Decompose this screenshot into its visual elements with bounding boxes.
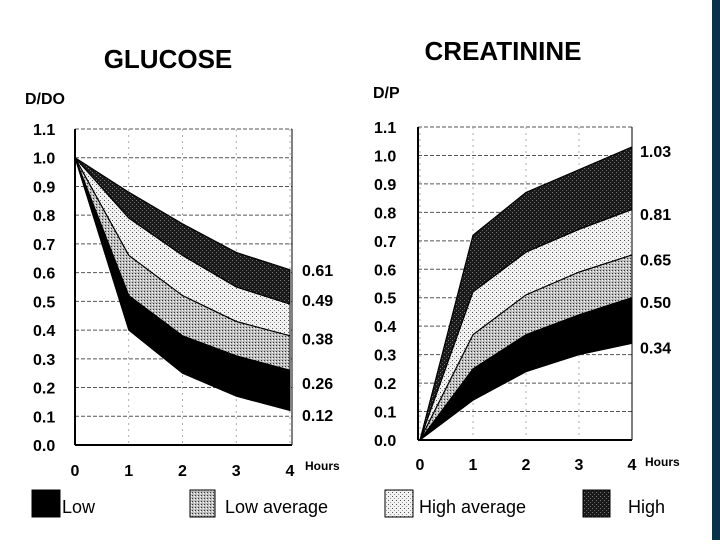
- creatinine-ytick-label: 0.9: [374, 177, 396, 194]
- glucose-ytick-label: 0.0: [33, 438, 55, 455]
- glucose-end-label: 0.49: [302, 293, 333, 310]
- glucose-xtick-label: 1: [124, 463, 133, 480]
- creatinine-ytick-label: 0.4: [374, 319, 396, 336]
- creatinine-boundary-line: [419, 209, 633, 441]
- creatinine-xtick-label: 3: [575, 457, 584, 474]
- legend-label-low-average: Low average: [225, 497, 328, 517]
- legend-swatch-high: [582, 489, 611, 518]
- creatinine-xtick-label: 2: [522, 457, 531, 474]
- creatinine-end-label: 0.34: [640, 341, 671, 358]
- legend-label-low: Low: [62, 497, 96, 517]
- creatinine-end-label: 0.50: [640, 295, 671, 312]
- glucose-title: GLUCOSE: [104, 44, 233, 74]
- glucose-boundary-line: [74, 157, 291, 371]
- glucose-ytick-label: 0.5: [33, 294, 55, 311]
- glucose-ytick-label: 0.2: [33, 381, 55, 398]
- creatinine-ytick-label: 0.6: [374, 262, 396, 279]
- creatinine-panel: CREATININE D/P 1.1 1.0 0.9 0.8 0.7 0.6 0.5 0.4 0.3…: [373, 36, 680, 474]
- creatinine-ytick-label: 1.1: [374, 120, 396, 137]
- creatinine-end-label: 0.81: [640, 207, 671, 224]
- legend-swatch-high-average: [384, 489, 414, 518]
- glucose-ytick-label: 0.3: [33, 352, 55, 369]
- glucose-end-label: 0.61: [302, 263, 333, 280]
- creatinine-ytick-label: 0.7: [374, 234, 396, 251]
- creatinine-end-label: 0.65: [640, 252, 671, 269]
- creatinine-ytick-label: 0.8: [374, 205, 396, 222]
- glucose-ytick-label: 0.7: [33, 237, 55, 254]
- creatinine-boundary-line: [419, 254, 633, 441]
- creatinine-xtick-label: 0: [416, 457, 425, 474]
- legend-swatch-low-average: [189, 489, 216, 518]
- glucose-ytick-label: 1.1: [33, 122, 55, 139]
- legend-swatch-low: [31, 489, 61, 518]
- creatinine-ylabel: D/P: [373, 85, 400, 102]
- legend-label-high-average: High average: [419, 497, 526, 517]
- creatinine-xtick-label: 4: [628, 457, 637, 474]
- creatinine-ytick-label: 1.0: [374, 148, 396, 165]
- glucose-end-label: 0.12: [302, 408, 333, 425]
- creatinine-ytick-label: 0.2: [374, 376, 396, 393]
- glucose-panel: GLUCOSE D/DO 1.1 1.0 0.9 0.8 0.7 0.6 0.5 0.4 0.3 0.…: [25, 44, 340, 480]
- legend-label-high: High: [628, 497, 665, 517]
- glucose-ytick-label: 0.1: [33, 409, 55, 426]
- glucose-end-label: 0.26: [302, 376, 333, 393]
- creatinine-ytick-label: 0.1: [374, 405, 396, 422]
- glucose-ytick-label: 0.6: [33, 266, 55, 283]
- creatinine-boundary-line: [419, 146, 633, 441]
- creatinine-end-label: 1.03: [640, 144, 671, 161]
- glucose-boundary-line: [74, 157, 291, 411]
- glucose-ylabel: D/DO: [25, 91, 65, 108]
- glucose-x-unit-label: Hours: [305, 459, 340, 473]
- glucose-xtick-label: 0: [71, 463, 80, 480]
- creatinine-boundary-line: [419, 297, 633, 441]
- glucose-end-label: 0.38: [302, 332, 333, 349]
- creatinine-ytick-label: 0.5: [374, 291, 396, 308]
- glucose-boundary-line: [74, 157, 291, 337]
- glucose-xtick-label: 2: [178, 463, 187, 480]
- glucose-ytick-label: 1.0: [33, 151, 55, 168]
- glucose-xtick-label: 3: [232, 463, 241, 480]
- creatinine-x-unit-label: Hours: [645, 455, 680, 469]
- creatinine-ytick-label: 0.0: [374, 433, 396, 450]
- glucose-ytick-label: 0.9: [33, 179, 55, 196]
- creatinine-ytick-label: 0.3: [374, 348, 396, 365]
- right-edge-bar: [712, 0, 720, 540]
- creatinine-boundary-line: [419, 342, 633, 441]
- creatinine-xtick-label: 1: [469, 457, 478, 474]
- glucose-boundary-line: [74, 157, 291, 305]
- glucose-boundary-line: [74, 157, 291, 271]
- glucose-ytick-label: 0.4: [33, 323, 55, 340]
- legend: Low Low average High average High: [31, 489, 665, 518]
- glucose-ytick-label: 0.8: [33, 208, 55, 225]
- creatinine-title: CREATININE: [425, 36, 582, 66]
- glucose-xtick-label: 4: [286, 463, 295, 480]
